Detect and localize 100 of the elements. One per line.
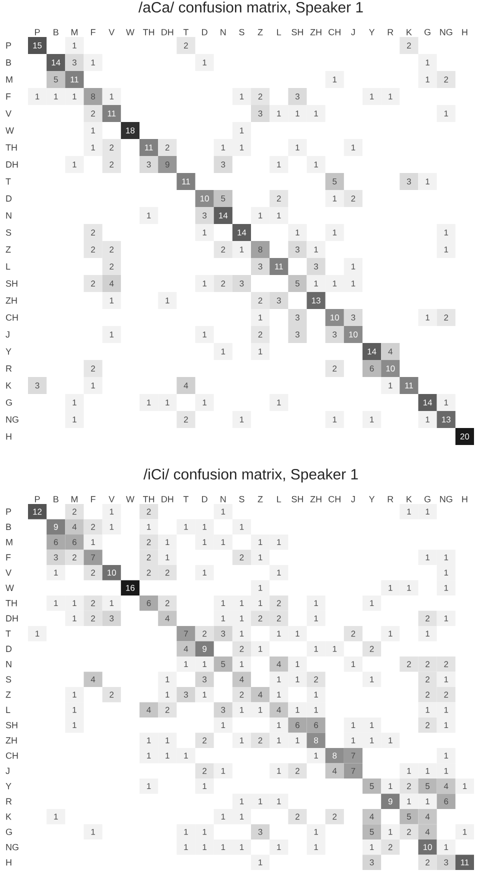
- data-label: 2: [426, 692, 430, 698]
- data-label: 4: [388, 348, 392, 354]
- chart-title: /iCi/ confusion matrix, Speaker 1: [143, 468, 358, 482]
- y-tick-label: R: [6, 365, 12, 372]
- data-label: 2: [184, 42, 188, 48]
- data-label: 1: [202, 828, 206, 835]
- data-label: 2: [407, 783, 411, 790]
- data-label: 2: [426, 676, 430, 682]
- data-label: 1: [240, 524, 244, 530]
- data-label: 3: [258, 264, 262, 270]
- data-label: 1: [202, 570, 206, 576]
- data-label: 1: [426, 60, 430, 66]
- data-label: 1: [240, 798, 244, 804]
- data-label: 3: [295, 246, 300, 252]
- data-label: 1: [72, 600, 76, 606]
- data-label: 3: [221, 706, 226, 713]
- data-label: 1: [147, 524, 151, 530]
- data-label: 1: [444, 584, 448, 591]
- data-label: 1: [314, 752, 318, 759]
- data-label: 1: [240, 630, 244, 637]
- data-label: 2: [165, 706, 170, 713]
- data-label: 1: [426, 798, 430, 804]
- y-tick-label: DH: [6, 161, 18, 168]
- data-label: 3: [54, 554, 58, 560]
- data-label: 1: [202, 539, 206, 546]
- y-tick-label: L: [6, 706, 10, 713]
- x-tick-label: N: [220, 496, 226, 502]
- y-tick-label: S: [6, 229, 12, 236]
- data-label: 11: [460, 859, 469, 866]
- data-label: 1: [184, 524, 188, 530]
- y-tick-label: W: [6, 127, 14, 134]
- data-label: 7: [91, 554, 95, 560]
- data-label: 1: [258, 212, 262, 218]
- y-tick-label: SH: [6, 722, 18, 728]
- data-label: 8: [258, 246, 262, 252]
- data-label: 1: [166, 676, 170, 682]
- data-label: 18: [126, 128, 135, 134]
- data-label: 2: [332, 366, 337, 372]
- y-tick-label: CH: [6, 314, 18, 321]
- data-label: 2: [276, 615, 281, 622]
- data-label: 1: [388, 737, 392, 744]
- data-label: 1: [296, 110, 300, 116]
- data-label: 1: [36, 630, 40, 637]
- data-label: 1: [202, 692, 206, 698]
- data-label: 4: [276, 661, 281, 668]
- data-label: 4: [332, 768, 337, 774]
- data-label: 1: [370, 722, 374, 728]
- data-label: 14: [52, 60, 60, 66]
- x-tick-label: S: [239, 496, 244, 502]
- data-label: 1: [407, 798, 411, 804]
- data-label: 6: [72, 539, 76, 546]
- x-tick-label: L: [277, 496, 282, 502]
- y-tick-label: TH: [6, 600, 17, 606]
- data-label: 2: [91, 366, 95, 372]
- data-label: 7: [351, 752, 356, 759]
- data-label: 20: [460, 434, 470, 440]
- data-label: 9: [388, 798, 392, 804]
- data-label: 1: [202, 524, 206, 530]
- x-tick-label: R: [388, 29, 394, 36]
- x-tick-label: J: [351, 496, 355, 502]
- y-tick-label: W: [6, 584, 14, 591]
- data-label: 9: [165, 162, 170, 168]
- x-tick-label: NG: [440, 28, 452, 36]
- data-label: 2: [146, 539, 151, 546]
- data-label: 1: [277, 722, 281, 728]
- x-tick-label: B: [54, 29, 58, 36]
- data-label: 2: [258, 737, 262, 744]
- data-label: 1: [258, 859, 262, 866]
- data-label: 1: [277, 676, 281, 682]
- data-label: 1: [221, 615, 226, 622]
- y-tick-label: S: [6, 676, 12, 683]
- data-label: 7: [184, 630, 188, 637]
- data-label: 10: [386, 366, 395, 372]
- x-tick-label: F: [91, 29, 96, 36]
- data-label: 1: [202, 280, 206, 286]
- x-tick-label: Z: [258, 496, 263, 502]
- x-tick-label: B: [54, 496, 58, 502]
- x-tick-label: CH: [328, 496, 340, 502]
- data-label: 1: [258, 646, 262, 652]
- data-label: 2: [444, 692, 448, 698]
- data-label: 2: [91, 615, 95, 622]
- data-label: 2: [444, 314, 448, 320]
- data-label: 4: [146, 706, 151, 713]
- x-tick-label: T: [183, 29, 188, 36]
- data-label: 2: [110, 264, 114, 270]
- data-label: 1: [388, 630, 392, 637]
- data-label: 1: [221, 722, 226, 728]
- data-label: 5: [221, 196, 226, 202]
- data-label: 3: [202, 212, 207, 218]
- data-label: 1: [314, 600, 318, 606]
- data-label: 4: [444, 783, 448, 790]
- data-label: 2: [72, 554, 76, 560]
- data-label: 2: [258, 615, 262, 622]
- y-tick-label: DH: [6, 615, 18, 622]
- y-tick-label: M: [6, 539, 12, 546]
- data-label: 1: [444, 706, 448, 713]
- data-label: 11: [275, 264, 283, 270]
- data-label: 2: [276, 196, 281, 202]
- data-label: 1: [370, 94, 374, 100]
- data-label: 2: [426, 722, 430, 728]
